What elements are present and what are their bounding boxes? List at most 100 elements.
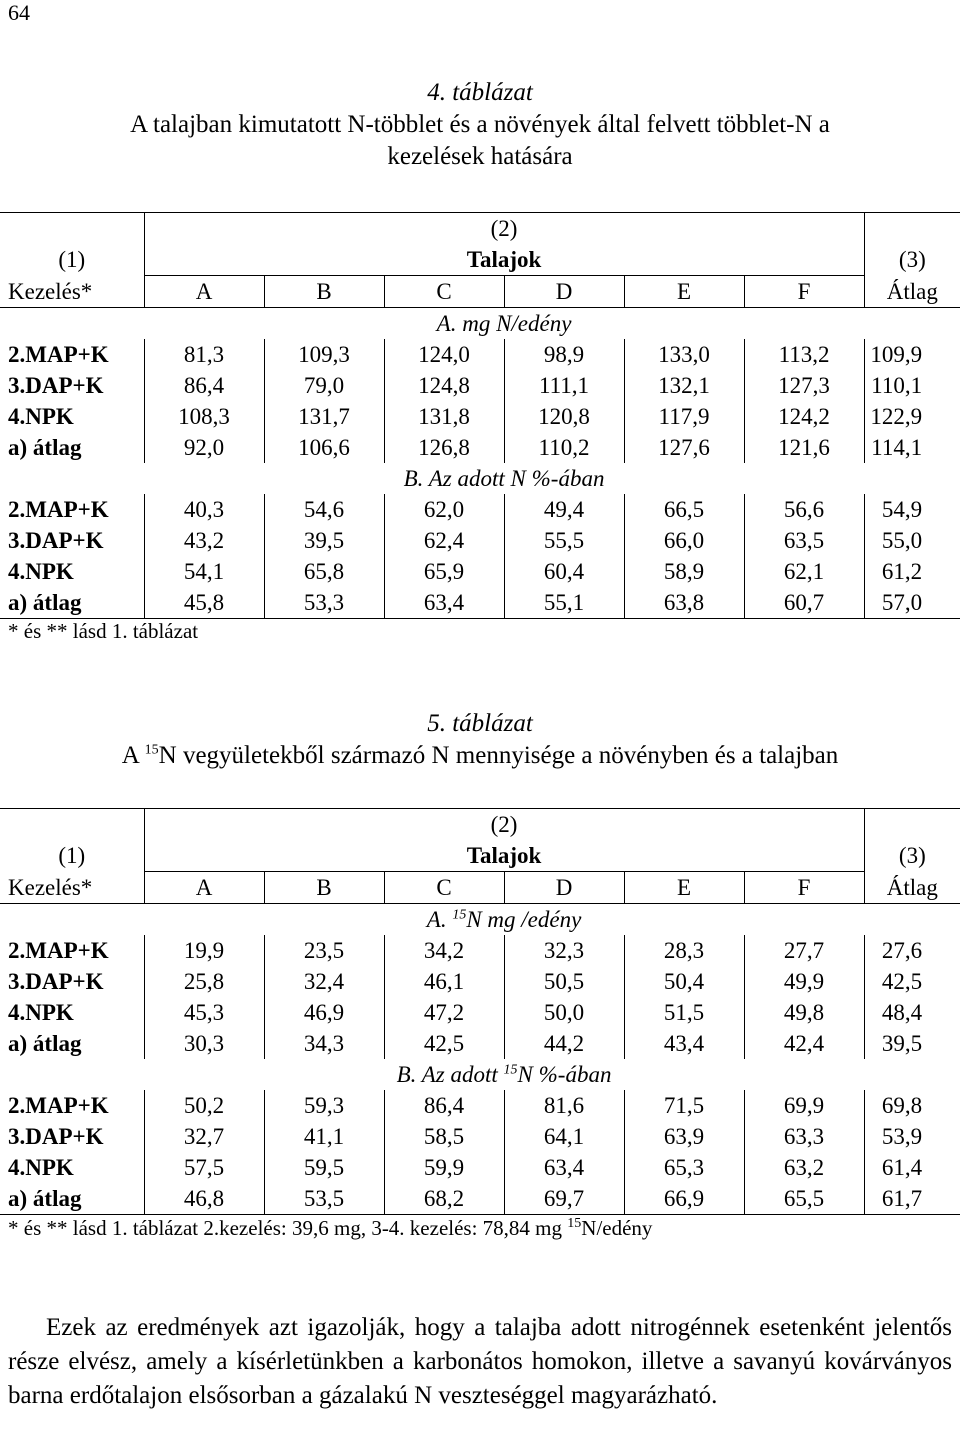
table-row: 2.MAP+K 81,3 109,3 124,0 98,9 133,0 113,2 109,9	[0, 339, 960, 370]
row-label: 2.MAP+K	[8, 342, 109, 367]
table5-title-pre: A	[121, 742, 145, 769]
table-cell: 40,3	[143, 494, 264, 525]
table-cell: 66,9	[623, 1183, 744, 1215]
table-cell: 63,4	[503, 1152, 624, 1183]
table-cell: 34,3	[263, 1028, 384, 1059]
table5-col1-number: (1)	[58, 843, 86, 869]
row-average: 57,0	[863, 587, 960, 619]
table-row: a) átlag 30,3 34,3 42,5 44,2 43,4 42,4 39,5	[0, 1028, 960, 1059]
table-cell: 54,6	[263, 494, 384, 525]
section-row: B. Az adott N %-ában	[0, 463, 960, 494]
row-label: 2.MAP+K	[8, 938, 109, 963]
table-cell: 28,3	[623, 935, 744, 966]
row-label: a) átlag	[8, 435, 82, 460]
table-row: 3.DAP+K 43,2 39,5 62,4 55,5 66,0 63,5 55,0	[0, 525, 960, 556]
table5-title-sup: 15	[144, 742, 159, 758]
row-average: 69,8	[863, 1090, 960, 1121]
table-cell: 92,0	[143, 432, 264, 463]
table-cell: 120,8	[503, 401, 624, 432]
table-cell: 63,5	[743, 525, 865, 556]
table-cell: 98,9	[503, 339, 624, 370]
table-cell: 56,6	[743, 494, 865, 525]
row-average: 39,5	[863, 1028, 960, 1059]
table-row: 3.DAP+K 25,8 32,4 46,1 50,5 50,4 49,9 42,5	[0, 966, 960, 997]
table-cell: 66,5	[623, 494, 744, 525]
table5-head-col: F	[743, 871, 865, 904]
body-paragraph: Ezek az eredmények azt igazolják, hogy a…	[8, 1311, 952, 1413]
table-cell: 65,8	[263, 556, 384, 587]
table4-head-col: B	[263, 275, 384, 308]
table-cell: 32,4	[263, 966, 384, 997]
table-cell: 86,4	[143, 370, 264, 401]
table-cell: 81,3	[143, 339, 264, 370]
table-cell: 66,0	[623, 525, 744, 556]
table-cell: 86,4	[383, 1090, 504, 1121]
table-cell: 57,5	[143, 1152, 264, 1183]
row-label: a) átlag	[0, 1183, 144, 1215]
row-label: a) átlag	[0, 587, 144, 619]
table-cell: 19,9	[143, 935, 264, 966]
table-row: 2.MAP+K 50,2 59,3 86,4 81,6 71,5 69,9 69,8	[0, 1090, 960, 1121]
row-average: 54,9	[863, 494, 960, 525]
row-average: 42,5	[863, 966, 960, 997]
table5-footnote: * és ** lásd 1. táblázat 2.kezelés: 39,6…	[8, 1216, 652, 1241]
table-cell: 50,0	[503, 997, 624, 1028]
table-cell: 63,8	[623, 587, 744, 619]
table-cell: 45,3	[143, 997, 264, 1028]
table-cell: 44,2	[503, 1028, 624, 1059]
table-cell: 65,5	[743, 1183, 865, 1215]
table-cell: 25,8	[143, 966, 264, 997]
table-cell: 23,5	[263, 935, 384, 966]
table-row: a) átlag 92,0 106,6 126,8 110,2 127,6 121,6 114…	[0, 432, 960, 463]
row-average: 122,9	[863, 401, 960, 432]
table-cell: 106,6	[263, 432, 384, 463]
table-cell: 71,5	[623, 1090, 744, 1121]
table5-section-b-sup: 15	[503, 1062, 518, 1078]
row-label: 4.NPK	[8, 1000, 74, 1025]
table-cell: 126,8	[383, 432, 504, 463]
table-cell: 39,5	[263, 525, 384, 556]
table5-footnote-pre: * és ** lásd 1. táblázat 2.kezelés: 39,6…	[8, 1216, 568, 1240]
table4-head-col: F	[743, 275, 865, 308]
table-cell: 51,5	[623, 997, 744, 1028]
table5-head-col: C	[383, 871, 504, 904]
table5-label: 5. táblázat	[427, 710, 533, 737]
table5-section-b: B. Az adott 15N %-ában	[144, 1059, 864, 1090]
row-average: 48,4	[863, 997, 960, 1028]
table-cell: 55,5	[503, 525, 624, 556]
table4-column-headers: Kezelés* A B C D E F Átlag	[0, 275, 960, 308]
table-row: 4.NPK 54,1 65,8 65,9 60,4 58,9 62,1 61,2	[0, 556, 960, 587]
table-cell: 79,0	[263, 370, 384, 401]
table-cell: 50,2	[143, 1090, 264, 1121]
row-label: 2.MAP+K	[8, 1093, 109, 1118]
table-cell: 43,2	[143, 525, 264, 556]
table-cell: 59,9	[383, 1152, 504, 1183]
table-cell: 32,3	[503, 935, 624, 966]
table4-title-line1: A talajban kimutatott N-többlet és a növ…	[130, 111, 830, 138]
table-row: 4.NPK 108,3 131,7 131,8 120,8 117,9 124,2 122,9	[0, 401, 960, 432]
row-average: 109,9	[863, 339, 960, 370]
table-cell: 47,2	[383, 997, 504, 1028]
table-row: 3.DAP+K 32,7 41,1 58,5 64,1 63,9 63,3 53,9	[0, 1121, 960, 1152]
row-average: 61,7	[863, 1183, 960, 1215]
table-cell: 46,8	[143, 1183, 264, 1215]
row-average: 55,0	[863, 525, 960, 556]
row-average: 61,2	[863, 556, 960, 587]
table5-section-b-pre: B. Az adott	[396, 1062, 504, 1087]
row-label: 2.MAP+K	[8, 497, 109, 522]
table-row: 3.DAP+K 86,4 79,0 124,8 111,1 132,1 127,3 110,1	[0, 370, 960, 401]
table5-title-post: N vegyületekből származó N mennyisége a …	[158, 742, 839, 769]
table-cell: 62,4	[383, 525, 504, 556]
table5-group-header: Talajok	[143, 840, 865, 872]
table4-head-col: C	[383, 275, 504, 308]
table-cell: 63,9	[623, 1121, 744, 1152]
table5-avg-number: (3)	[863, 840, 960, 872]
table5-head-treatment: Kezelés*	[0, 871, 144, 904]
table-cell: 60,4	[503, 556, 624, 587]
table5-title: A 15N vegyületekből származó N mennyiség…	[0, 740, 960, 772]
table-row: 2.MAP+K 19,9 23,5 34,2 32,3 28,3 27,7 27,6	[0, 935, 960, 966]
row-average: 114,1	[863, 432, 960, 463]
table-cell: 81,6	[503, 1090, 624, 1121]
row-average: 53,9	[863, 1121, 960, 1152]
row-average: 27,6	[863, 935, 960, 966]
